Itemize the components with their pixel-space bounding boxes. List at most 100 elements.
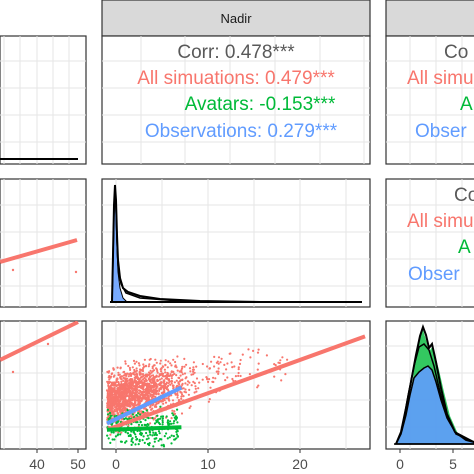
scatter-point-all xyxy=(121,403,124,406)
scatter-point-all xyxy=(108,374,111,378)
scatter-point-all xyxy=(110,384,114,387)
scatter-point-all xyxy=(174,393,177,396)
scatter-point-all xyxy=(113,387,116,390)
scatter-point-all xyxy=(176,394,179,397)
scatter-point-avatars xyxy=(173,420,176,423)
scatter-point-avatars xyxy=(110,431,113,434)
scatter-point-all xyxy=(144,374,147,377)
scatter-point-all xyxy=(174,360,177,364)
right-mid-avatars-text: A xyxy=(458,237,471,258)
scatter-point-avatars xyxy=(106,408,109,411)
scatter-point-all xyxy=(157,392,160,395)
scatter-point-all xyxy=(183,372,187,375)
scatter-point-all xyxy=(151,393,154,397)
scatter-point-all xyxy=(112,368,115,371)
scatter-point-all xyxy=(214,377,217,380)
scatter-point-all xyxy=(139,373,142,376)
scatter-point-all xyxy=(160,370,163,373)
scatter-point-all xyxy=(256,386,259,389)
left-bottom-regression-line xyxy=(0,321,79,362)
scatter-point-all xyxy=(171,409,174,412)
scatter-point-all xyxy=(117,381,120,384)
scatter-point-all xyxy=(239,358,242,362)
scatter-point-all xyxy=(115,403,118,406)
scatter-point-all xyxy=(135,360,138,363)
panel-right-bottom-density xyxy=(385,320,474,450)
scatter-point-all xyxy=(222,372,225,375)
scatter-point-all xyxy=(173,410,176,413)
scatter-point-all xyxy=(159,362,162,365)
scatter-point-all xyxy=(143,381,146,384)
scatter-point-all xyxy=(280,379,283,382)
scatter-point-all xyxy=(198,381,201,384)
scatter-point-all xyxy=(232,379,235,382)
scatter-point-avatars xyxy=(175,433,178,436)
right-top-all-text: All simuations xyxy=(407,68,474,89)
scatter-point-all xyxy=(172,384,175,387)
scatter-point-all xyxy=(154,395,157,398)
scatter-point-all xyxy=(127,400,130,403)
scatter-point-all xyxy=(153,417,156,420)
scatter-point-all xyxy=(119,392,122,395)
scatter-point-all xyxy=(159,382,162,385)
scatter-point-all xyxy=(137,389,141,392)
scatter-point-all xyxy=(167,374,170,378)
scatter-point-avatars xyxy=(130,423,133,426)
scatter-point-all xyxy=(150,396,153,399)
scatter-point-all xyxy=(132,396,135,399)
x-tick-label: 5 xyxy=(449,456,457,472)
scatter-point-all xyxy=(133,401,136,404)
scatter-point-all xyxy=(140,398,143,401)
scatter-point-all xyxy=(115,401,118,404)
scatter-point-all xyxy=(150,408,153,411)
scatter-point-avatars xyxy=(170,442,173,445)
scatter-point-avatars xyxy=(158,423,161,426)
x-tick-label: 40 xyxy=(29,456,45,472)
scatter-point-all xyxy=(167,360,170,363)
scatter-point-all xyxy=(163,368,166,371)
scatter-point-avatars xyxy=(142,410,145,413)
scatter-point-all xyxy=(128,373,131,376)
scatter-point-all xyxy=(278,361,281,365)
scatter-point-all xyxy=(256,351,260,354)
scatter-point-all xyxy=(217,372,220,375)
scatter-point-all xyxy=(273,363,276,366)
scatter-point-all xyxy=(120,382,123,385)
scatter-point-avatars xyxy=(170,422,173,425)
scatter-point-all xyxy=(163,386,167,390)
scatter-point-all xyxy=(237,368,240,371)
scatter-point-all xyxy=(180,367,184,370)
scatter-point-avatars xyxy=(161,415,165,418)
scatter-point-all xyxy=(180,397,183,400)
scatter-point-all xyxy=(138,370,141,373)
scatter-point-all xyxy=(194,385,197,388)
panel-nadir-corr: Corr: 0.478*** All simuations: 0.479*** … xyxy=(101,35,371,165)
scatter-point-all xyxy=(188,367,192,370)
right-mid-all-text: All simu xyxy=(407,211,474,232)
scatter-point-all xyxy=(109,376,112,379)
scatter-point-avatars xyxy=(172,414,175,417)
scatter-point-all xyxy=(176,369,179,372)
scatter-point-avatars xyxy=(151,416,154,420)
scatter-point-all xyxy=(162,402,165,405)
scatter-point-avatars xyxy=(128,417,131,420)
scatter-point-all xyxy=(147,377,150,380)
scatter-point-all xyxy=(106,389,109,392)
scatter-point-all xyxy=(118,373,121,376)
scatter-point-avatars xyxy=(155,437,158,440)
scatter-point-all xyxy=(140,386,143,389)
scatter-point-all xyxy=(130,372,133,376)
scatter-point-all xyxy=(252,349,255,352)
scatter-point-avatars xyxy=(139,413,142,416)
scatter-point-all xyxy=(143,358,146,361)
scatter-point-all xyxy=(180,370,183,373)
scatter-point-avatars xyxy=(147,417,150,420)
scatter-point-all xyxy=(108,378,111,381)
scatter-point-all xyxy=(174,364,177,367)
scatter-point-all xyxy=(117,391,120,394)
scatter-point-all xyxy=(127,364,130,368)
scatter-point-all xyxy=(113,390,116,393)
scatter-point-all xyxy=(161,372,164,375)
scatter-point-avatars xyxy=(143,441,146,444)
scatter-point-avatars xyxy=(132,416,136,419)
